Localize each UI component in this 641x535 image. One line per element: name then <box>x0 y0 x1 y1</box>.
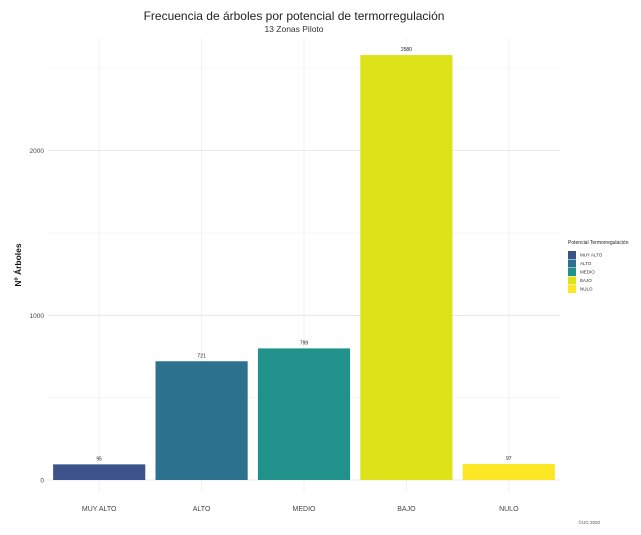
y-tick-label: 1000 <box>30 313 45 320</box>
legend-label: ALTO <box>580 261 592 266</box>
bars <box>53 55 555 480</box>
chart-title: Frecuencia de árboles por potencial de t… <box>144 9 445 23</box>
caption: ©UG 2020 <box>579 519 601 525</box>
data-label: 97 <box>506 456 512 462</box>
y-tick-label: 2000 <box>30 148 45 155</box>
data-label: 2580 <box>401 47 412 53</box>
bar-nulo <box>462 464 555 480</box>
x-tick-label: ALTO <box>193 506 211 513</box>
x-tick-label: MUY ALTO <box>82 506 117 513</box>
legend-label: MEDIO <box>580 270 595 275</box>
data-label: 95 <box>96 456 102 462</box>
bar-alto <box>155 361 248 480</box>
legend-label: NULO <box>580 287 593 292</box>
bar-medio <box>257 348 351 480</box>
data-labels: 95 721 799 2580 97 <box>96 47 511 462</box>
bar-muy-alto <box>53 464 146 480</box>
legend-swatch <box>568 268 576 276</box>
data-label: 721 <box>197 353 206 359</box>
y-axis-ticks: 0 1000 2000 <box>30 148 45 484</box>
x-tick-label: MEDIO <box>293 506 317 513</box>
bar-bajo <box>360 55 453 480</box>
chart-subtitle: 13 Zonas Piloto <box>264 24 323 34</box>
data-label: 799 <box>300 340 309 346</box>
y-tick-label: 0 <box>40 478 44 485</box>
legend-label: BAJO <box>580 278 592 283</box>
x-tick-label: NULO <box>499 506 519 513</box>
legend-swatch <box>568 251 576 259</box>
x-axis-ticks: MUY ALTO ALTO MEDIO BAJO NULO <box>82 506 519 513</box>
legend-label: MUY ALTO <box>580 253 603 258</box>
y-axis-label: Nº Árboles <box>13 243 23 287</box>
legend-swatch <box>568 259 576 268</box>
legend-title: Potencial Termorregulación <box>568 240 629 246</box>
x-tick-label: BAJO <box>397 506 416 513</box>
legend: Potencial Termorregulación MUY ALTO ALTO M… <box>568 240 629 293</box>
legend-swatch <box>568 276 576 285</box>
legend-swatch <box>568 285 576 293</box>
